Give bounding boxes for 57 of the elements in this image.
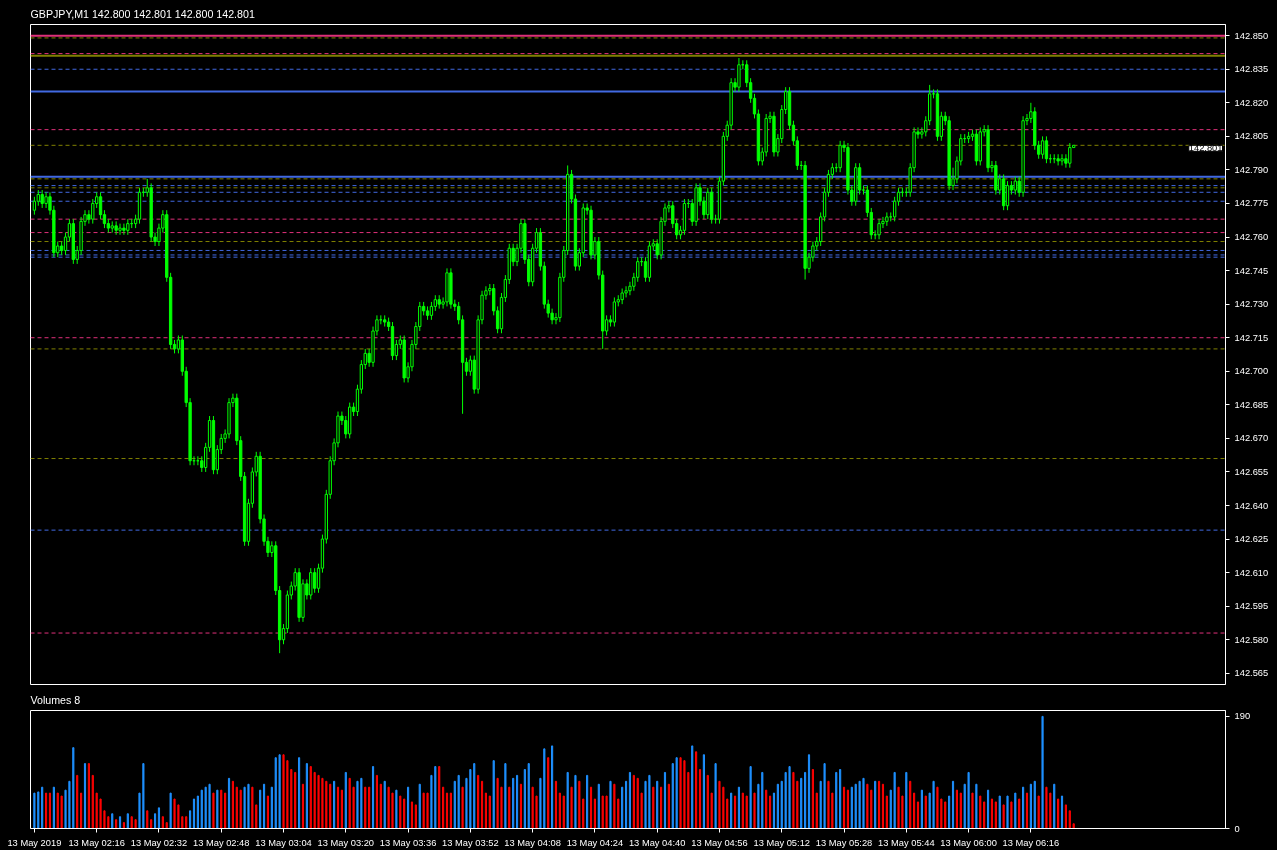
annotation: 142.801: [1188, 143, 1223, 154]
x-tick-label: 13 May 06:00: [940, 837, 997, 848]
x-tick-label: 13 May 05:12: [753, 837, 811, 848]
x-tick-label: 13 May 03:04: [255, 837, 312, 848]
x-tick-label: 13 May 04:56: [691, 837, 748, 848]
x-tick-label: 13 May 03:52: [442, 837, 499, 848]
y-tick-label: 142.805: [1234, 131, 1269, 142]
y-tick-label: 142.670: [1234, 433, 1269, 444]
chart-title: Volumes 8: [30, 693, 81, 706]
candlestick: [114, 220, 118, 236]
y-tick-label: 142.610: [1234, 567, 1269, 578]
y-tick-label: 142.625: [1234, 534, 1269, 545]
y-tick-label: 142.820: [1234, 97, 1269, 108]
candlestick: [122, 223, 126, 236]
y-tick-label: 142.835: [1234, 64, 1269, 75]
y-tick-label: 142.775: [1234, 198, 1269, 209]
y-tick-label: 142.745: [1234, 265, 1269, 276]
x-tick-label: 13 May 04:24: [566, 837, 624, 848]
candlestick: [838, 140, 842, 173]
candlestick: [1056, 153, 1060, 166]
y-tick-label: 142.685: [1234, 399, 1269, 410]
x-tick-label: 13 May 05:28: [815, 837, 873, 848]
y-tick-label: 142.580: [1234, 634, 1269, 645]
x-tick-label: 13 May 2019: [7, 837, 62, 848]
y-tick-label: 142.640: [1234, 500, 1269, 511]
candlestick: [1068, 142, 1072, 169]
candlestick: [118, 223, 122, 236]
candlestick: [706, 187, 710, 220]
y-tick-label: 142.655: [1234, 466, 1269, 477]
chart-title: GBPJPY,M1 142.800 142.801 142.800 142.801: [30, 7, 255, 20]
x-tick-label: 13 May 04:40: [628, 837, 686, 848]
x-tick-label: 13 May 02:48: [192, 837, 250, 848]
candlestick: [737, 57, 741, 93]
y-tick-label: 142.700: [1234, 366, 1269, 377]
y-tick-label: 142.760: [1234, 232, 1269, 243]
y-tick-label: 142.850: [1234, 30, 1269, 41]
candlestick: [885, 211, 889, 227]
x-tick-label: 13 May 02:32: [130, 837, 188, 848]
y-tick-label: 142.565: [1234, 668, 1269, 679]
candlestick: [44, 191, 48, 209]
y-tick-label: 142.730: [1234, 299, 1269, 310]
candlestick: [312, 567, 317, 594]
y-tick-label: 142.790: [1234, 164, 1269, 175]
candlestick: [1060, 153, 1064, 166]
y-tick-label: 142.595: [1234, 601, 1269, 612]
x-tick-label: 13 May 02:16: [68, 837, 125, 848]
y-tick-label: 0: [1234, 823, 1240, 834]
x-tick-label: 13 May 03:20: [317, 837, 375, 848]
candlestick: [636, 256, 640, 283]
candlestick: [877, 218, 881, 240]
y-tick-label: 190: [1234, 711, 1251, 722]
x-tick-label: 13 May 04:08: [504, 837, 561, 848]
y-tick-label: 142.715: [1234, 332, 1269, 343]
candlestick: [309, 567, 313, 600]
x-tick-label: 13 May 05:44: [878, 837, 935, 848]
x-tick-label: 13 May 06:16: [1002, 837, 1060, 848]
x-tick-label: 13 May 03:36: [379, 837, 437, 848]
